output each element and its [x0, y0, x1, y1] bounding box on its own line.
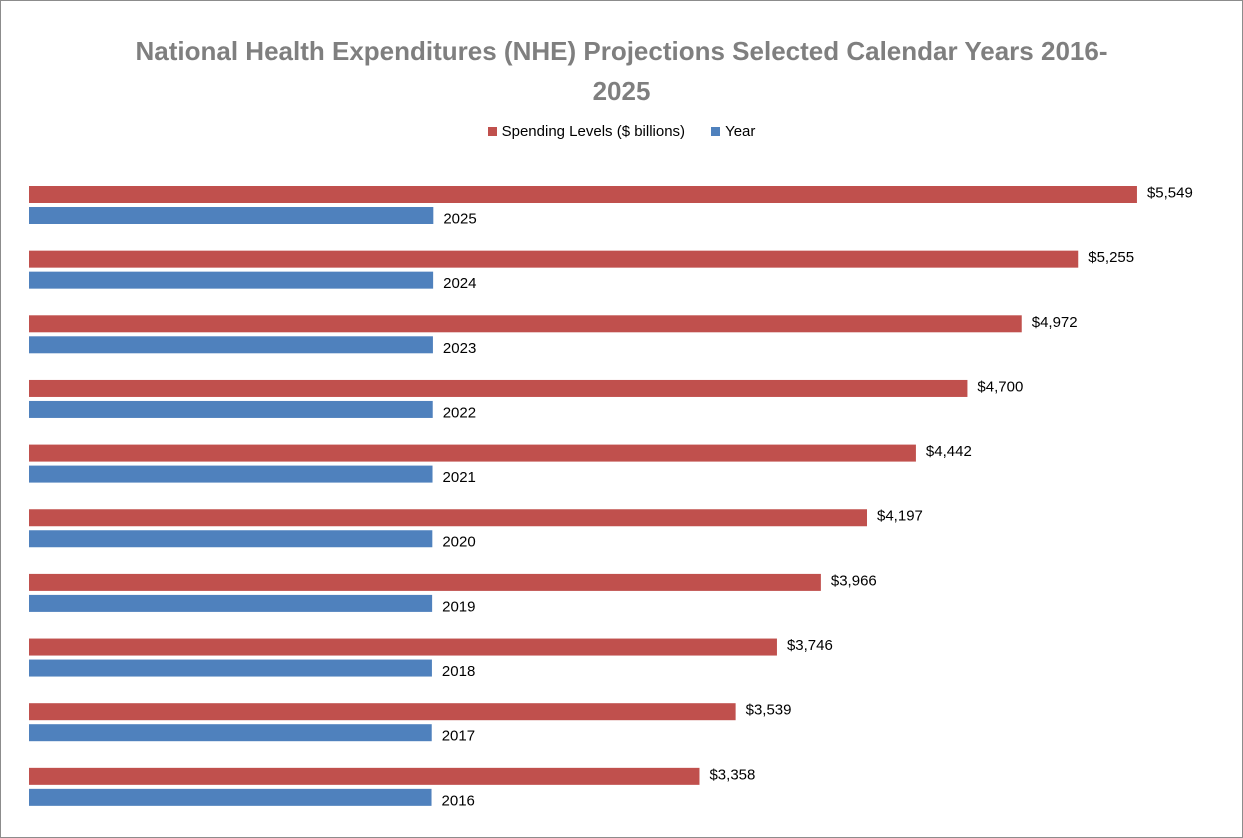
data-label: 2017: [442, 728, 475, 745]
data-label: $3,358: [709, 766, 755, 783]
bar: [29, 186, 1137, 203]
legend-item: Spending Levels ($ billions): [487, 123, 686, 140]
data-label: $3,746: [787, 637, 833, 654]
data-label: 2016: [442, 792, 475, 809]
bar: [29, 379, 968, 397]
chart-title-box: National Health Expenditures (NHE) Proje…: [0, 31, 1243, 111]
legend-label: Year: [725, 123, 756, 140]
bar: [29, 400, 433, 418]
data-label: $5,255: [1088, 249, 1134, 266]
bar: [29, 703, 736, 721]
data-label: 2019: [442, 598, 475, 615]
bar: [29, 659, 432, 677]
legend-label: Spending Levels ($ billions): [501, 123, 686, 140]
legend-item: Year: [711, 123, 755, 140]
bar: [29, 724, 432, 742]
bar: [29, 315, 1022, 333]
data-label: 2020: [442, 534, 475, 551]
bar: [29, 767, 700, 785]
bar: [29, 444, 916, 462]
bar: [29, 336, 433, 354]
bar: [29, 573, 821, 591]
bar: [29, 638, 777, 656]
data-label: $5,549: [1147, 184, 1193, 201]
data-label: $3,539: [746, 702, 792, 719]
bar: [29, 530, 433, 548]
bar: [29, 207, 434, 224]
data-label: 2022: [443, 404, 476, 421]
chart-title: National Health Expenditures (NHE) Proje…: [135, 36, 1108, 106]
legend: Spending Levels ($ billions) Year: [0, 123, 1243, 140]
bar: [29, 509, 868, 527]
bar: [29, 250, 1079, 268]
data-label: 2024: [443, 275, 476, 292]
data-label: 2025: [443, 210, 476, 227]
bar: [29, 788, 432, 806]
data-label: 2023: [443, 340, 476, 357]
legend-swatch: [711, 127, 721, 136]
data-label: $4,197: [877, 508, 923, 525]
data-label: 2021: [443, 469, 476, 486]
bar: [29, 594, 433, 612]
data-label: $4,442: [926, 443, 972, 460]
data-label: 2018: [442, 663, 475, 680]
data-label: $3,966: [831, 572, 877, 589]
data-label: $4,700: [977, 378, 1023, 395]
legend-swatch: [487, 127, 497, 136]
bar: [29, 465, 433, 483]
bar: [29, 271, 434, 289]
data-label: $4,972: [1032, 314, 1078, 331]
